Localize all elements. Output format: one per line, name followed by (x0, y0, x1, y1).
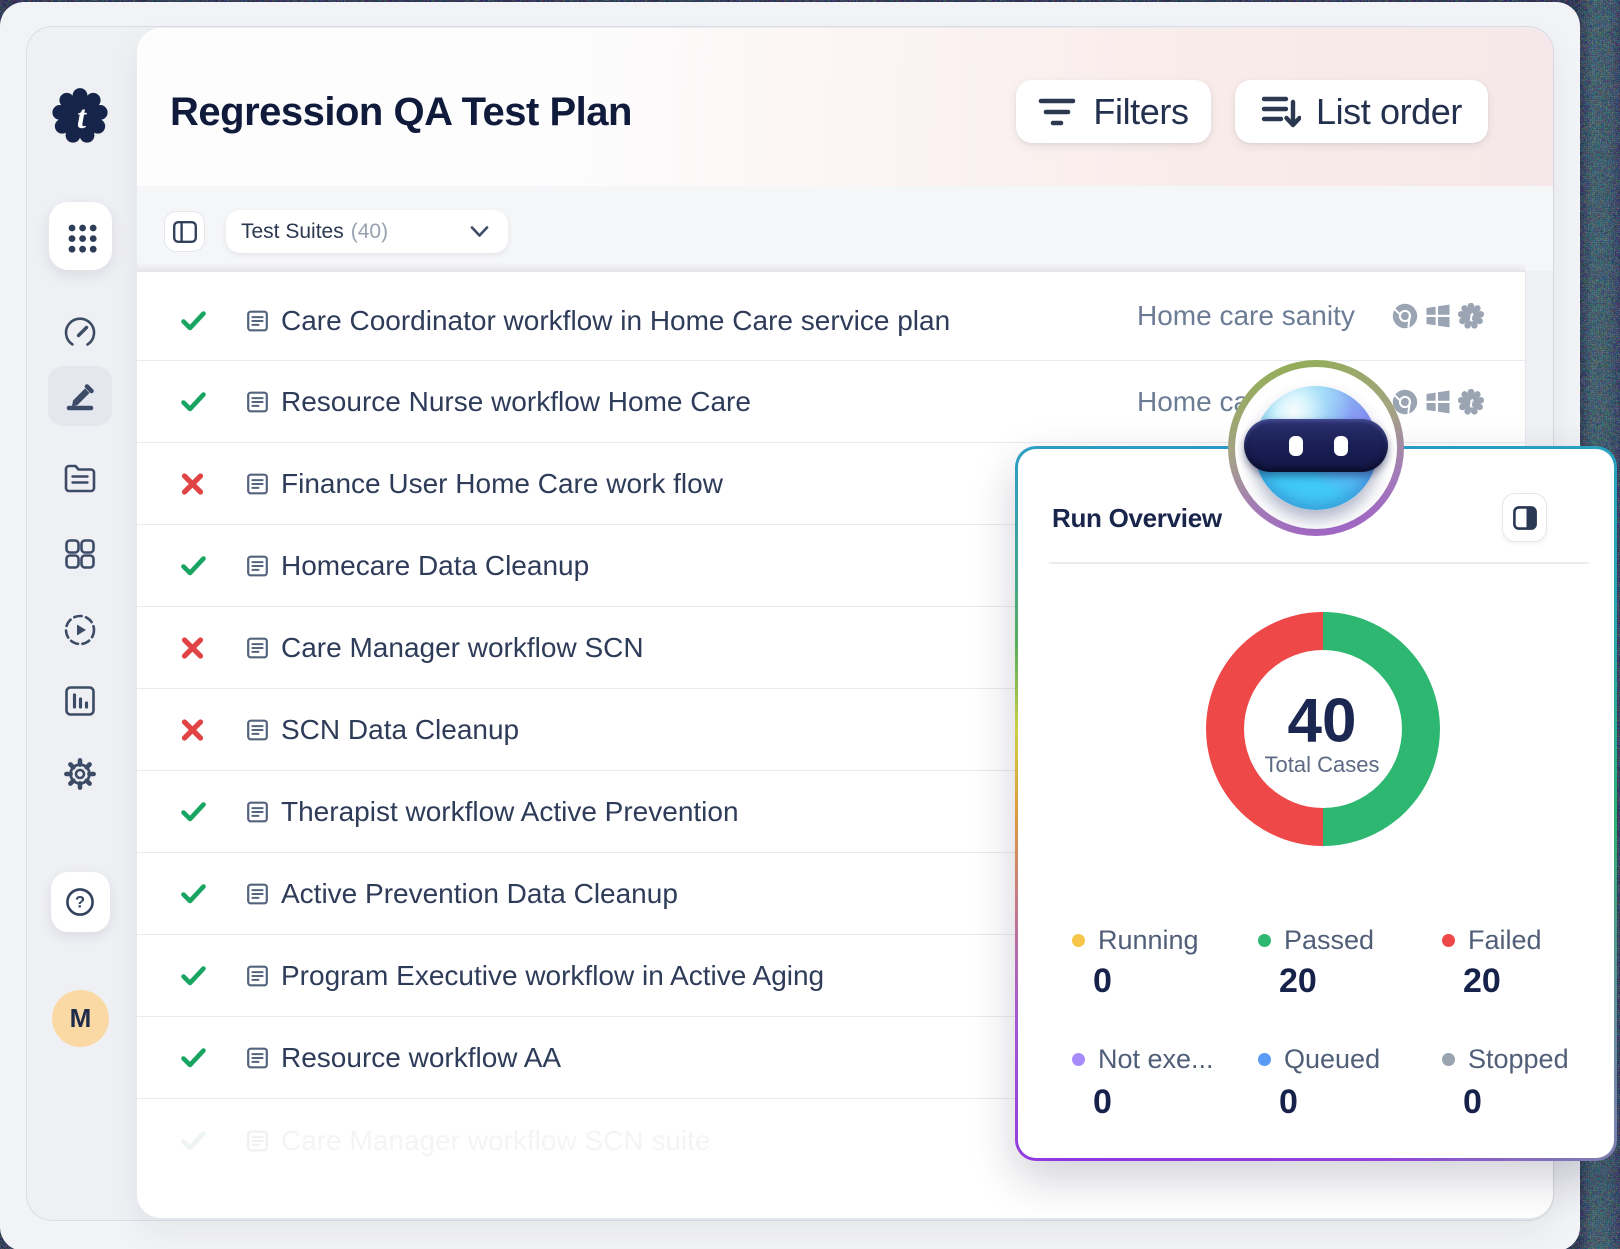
svg-text:t: t (1469, 395, 1474, 411)
svg-text:?: ? (75, 894, 85, 912)
svg-text:t: t (77, 100, 87, 136)
svg-text:t: t (1469, 310, 1474, 326)
